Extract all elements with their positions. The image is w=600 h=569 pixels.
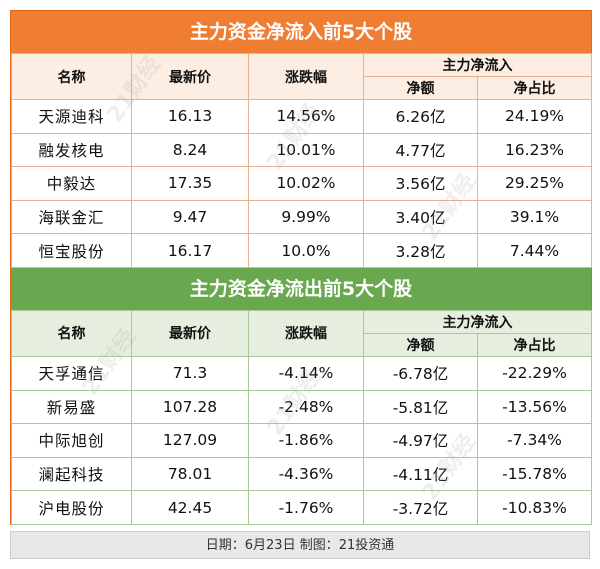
footer-credit: 日期：6月23日 制图：21投资通 bbox=[10, 531, 590, 559]
tables-frame: 主力资金净流入前5大个股 名称 最新价 涨跌幅 主力净流入 净额 净占比 天源迪… bbox=[10, 10, 592, 525]
stock-change: -4.36% bbox=[248, 456, 364, 492]
stock-change: 14.56% bbox=[248, 99, 364, 134]
table-row: 融发核电 8.24 10.01% 4.77亿 16.23% bbox=[11, 132, 592, 168]
stock-price: 42.45 bbox=[131, 490, 249, 525]
table-row: 天孚通信 71.3 -4.14% -6.78亿 -22.29% bbox=[11, 355, 592, 391]
table-row: 海联金汇 9.47 9.99% 3.40亿 39.1% bbox=[11, 199, 592, 235]
table-row: 中毅达 17.35 10.02% 3.56亿 29.25% bbox=[11, 166, 592, 201]
stock-name: 新易盛 bbox=[11, 389, 132, 425]
stock-price: 9.47 bbox=[131, 199, 249, 235]
col-header-group: 主力净流入 bbox=[363, 53, 592, 77]
outflow-table: 名称 最新价 涨跌幅 主力净流入 净额 净占比 天孚通信 71.3 -4.14%… bbox=[11, 309, 592, 525]
stock-name: 天孚通信 bbox=[11, 355, 132, 391]
col-header-group: 主力净流入 bbox=[363, 309, 592, 334]
stock-change: 10.02% bbox=[248, 166, 364, 201]
stock-price: 71.3 bbox=[131, 355, 249, 391]
stock-ratio: -7.34% bbox=[477, 423, 592, 458]
stock-price: 16.13 bbox=[131, 99, 249, 134]
stock-change: 10.01% bbox=[248, 132, 364, 168]
stock-ratio: -10.83% bbox=[477, 490, 592, 525]
stock-price: 8.24 bbox=[131, 132, 249, 168]
col-header-price: 最新价 bbox=[131, 309, 249, 357]
stock-ratio: 29.25% bbox=[477, 166, 592, 201]
outflow-title: 主力资金净流出前5大个股 bbox=[11, 267, 591, 310]
stock-net: 3.56亿 bbox=[363, 166, 478, 201]
stock-name: 天源迪科 bbox=[11, 99, 132, 134]
table-row: 澜起科技 78.01 -4.36% -4.11亿 -15.78% bbox=[11, 456, 592, 492]
stock-net: 3.40亿 bbox=[363, 199, 478, 235]
table-row: 沪电股份 42.45 -1.76% -3.72亿 -10.83% bbox=[11, 490, 592, 525]
col-header-net: 净额 bbox=[363, 332, 478, 357]
stock-ratio: 7.44% bbox=[477, 233, 592, 268]
stock-name: 海联金汇 bbox=[11, 199, 132, 235]
stock-name: 中毅达 bbox=[11, 166, 132, 201]
col-header-ratio: 净占比 bbox=[477, 76, 592, 100]
col-header-price: 最新价 bbox=[131, 53, 249, 100]
col-header-ratio: 净占比 bbox=[477, 332, 592, 357]
stock-change: 9.99% bbox=[248, 199, 364, 235]
stock-change: -4.14% bbox=[248, 355, 364, 391]
stock-ratio: -13.56% bbox=[477, 389, 592, 425]
inflow-title: 主力资金净流入前5大个股 bbox=[11, 11, 591, 53]
stock-net: 6.26亿 bbox=[363, 99, 478, 134]
stock-price: 107.28 bbox=[131, 389, 249, 425]
stock-change: 10.0% bbox=[248, 233, 364, 268]
stock-name: 澜起科技 bbox=[11, 456, 132, 492]
stock-net: 3.28亿 bbox=[363, 233, 478, 268]
stock-change: -1.86% bbox=[248, 423, 364, 458]
stock-net: -4.97亿 bbox=[363, 423, 478, 458]
stock-price: 16.17 bbox=[131, 233, 249, 268]
stock-ratio: -22.29% bbox=[477, 355, 592, 391]
inflow-table: 名称 最新价 涨跌幅 主力净流入 净额 净占比 天源迪科 16.13 14.56… bbox=[11, 53, 592, 268]
stock-net: -5.81亿 bbox=[363, 389, 478, 425]
col-header-change: 涨跌幅 bbox=[248, 309, 364, 357]
stock-net: -4.11亿 bbox=[363, 456, 478, 492]
table-row: 恒宝股份 16.17 10.0% 3.28亿 7.44% bbox=[11, 233, 592, 268]
stock-change: -1.76% bbox=[248, 490, 364, 525]
col-header-name: 名称 bbox=[11, 309, 132, 357]
stock-change: -2.48% bbox=[248, 389, 364, 425]
stock-ratio: -15.78% bbox=[477, 456, 592, 492]
stock-ratio: 39.1% bbox=[477, 199, 592, 235]
table-row: 中际旭创 127.09 -1.86% -4.97亿 -7.34% bbox=[11, 423, 592, 458]
stock-name: 中际旭创 bbox=[11, 423, 132, 458]
stock-net: -6.78亿 bbox=[363, 355, 478, 391]
stock-net: 4.77亿 bbox=[363, 132, 478, 168]
table-row: 新易盛 107.28 -2.48% -5.81亿 -13.56% bbox=[11, 389, 592, 425]
col-header-change: 涨跌幅 bbox=[248, 53, 364, 100]
stock-price: 78.01 bbox=[131, 456, 249, 492]
stock-name: 融发核电 bbox=[11, 132, 132, 168]
stock-ratio: 16.23% bbox=[477, 132, 592, 168]
stock-price: 127.09 bbox=[131, 423, 249, 458]
stock-name: 恒宝股份 bbox=[11, 233, 132, 268]
col-header-name: 名称 bbox=[11, 53, 132, 100]
col-header-net: 净额 bbox=[363, 76, 478, 100]
table-row: 天源迪科 16.13 14.56% 6.26亿 24.19% bbox=[11, 99, 592, 134]
stock-name: 沪电股份 bbox=[11, 490, 132, 525]
stock-net: -3.72亿 bbox=[363, 490, 478, 525]
stock-price: 17.35 bbox=[131, 166, 249, 201]
stock-ratio: 24.19% bbox=[477, 99, 592, 134]
